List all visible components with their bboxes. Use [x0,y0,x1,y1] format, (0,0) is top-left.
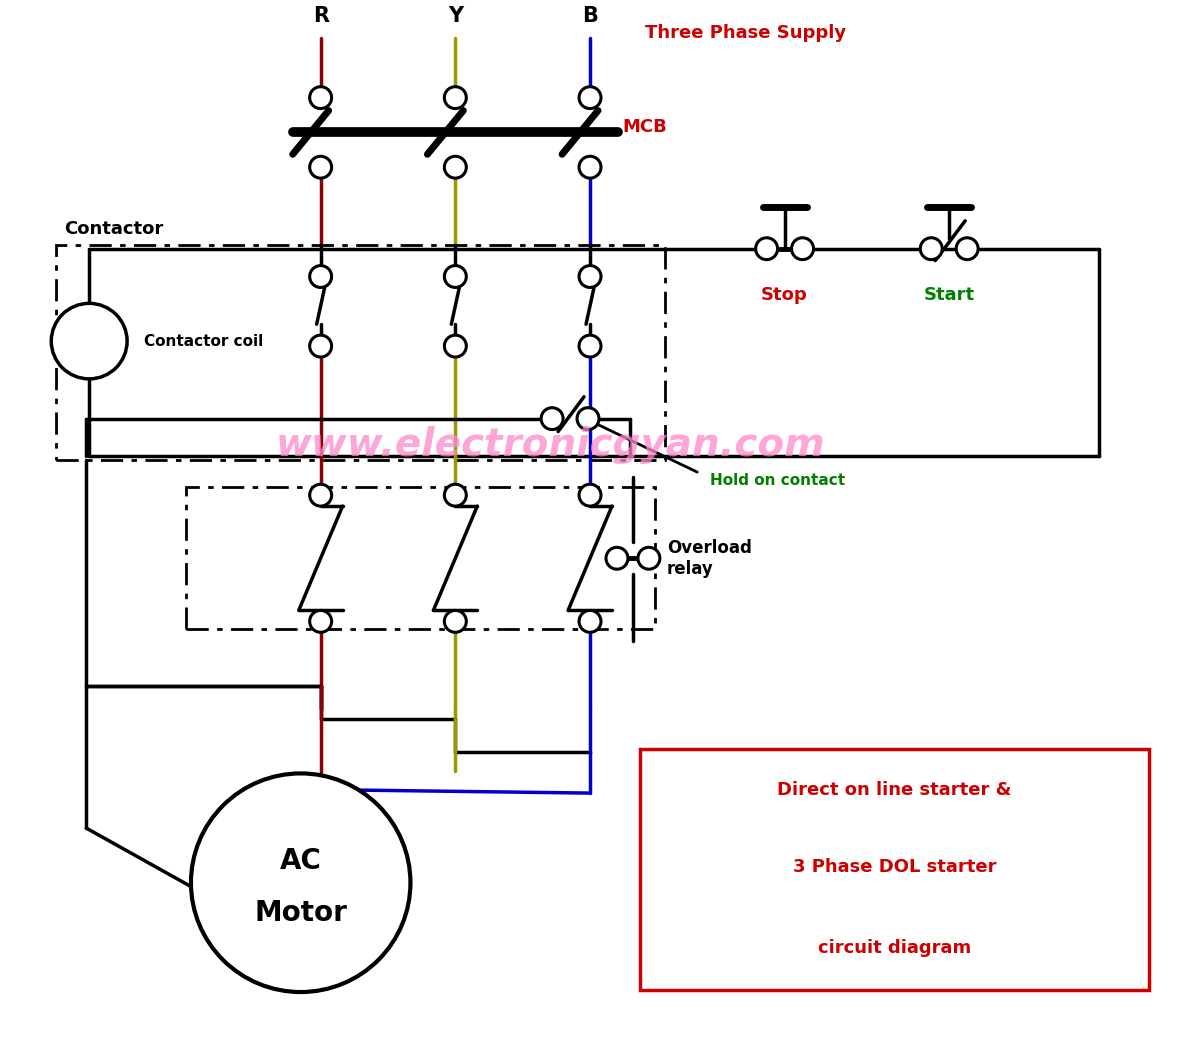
Circle shape [792,238,814,259]
Circle shape [756,238,778,259]
Text: Start: Start [924,286,974,304]
Text: Y: Y [448,6,463,27]
Circle shape [310,335,331,357]
Circle shape [191,774,410,992]
Text: circuit diagram: circuit diagram [817,940,971,958]
Circle shape [310,87,331,108]
Bar [186,487,655,629]
Circle shape [638,547,660,569]
Circle shape [580,266,601,287]
Circle shape [310,610,331,632]
Text: www.electronicgyan.com: www.electronicgyan.com [275,426,824,465]
Circle shape [580,485,601,506]
Circle shape [580,610,601,632]
Circle shape [444,485,467,506]
Circle shape [580,87,601,108]
Text: Overload
relay: Overload relay [667,539,751,577]
Text: AC: AC [280,847,322,875]
Text: MCB: MCB [622,118,667,136]
Text: Three Phase Supply: Three Phase Supply [644,24,846,43]
Circle shape [541,408,563,429]
Circle shape [310,266,331,287]
Circle shape [444,87,467,108]
Circle shape [310,485,331,506]
Circle shape [444,156,467,179]
Text: 3 Phase DOL starter: 3 Phase DOL starter [792,858,996,876]
Bar [56,244,665,460]
Text: Motor: Motor [254,898,347,927]
Text: R: R [313,6,329,27]
Circle shape [920,238,942,259]
Circle shape [606,547,628,569]
Circle shape [52,303,127,378]
Text: Direct on line starter &: Direct on line starter & [778,781,1012,799]
Text: Hold on contact: Hold on contact [709,473,845,488]
Circle shape [444,266,467,287]
Circle shape [577,408,599,429]
Circle shape [444,610,467,632]
Text: Stop: Stop [761,286,808,304]
Text: Contactor coil: Contactor coil [144,334,263,349]
Circle shape [580,335,601,357]
Circle shape [580,156,601,179]
Text: Contactor: Contactor [65,220,163,238]
Circle shape [310,156,331,179]
Circle shape [444,335,467,357]
Circle shape [956,238,978,259]
Text: B: B [582,6,598,27]
